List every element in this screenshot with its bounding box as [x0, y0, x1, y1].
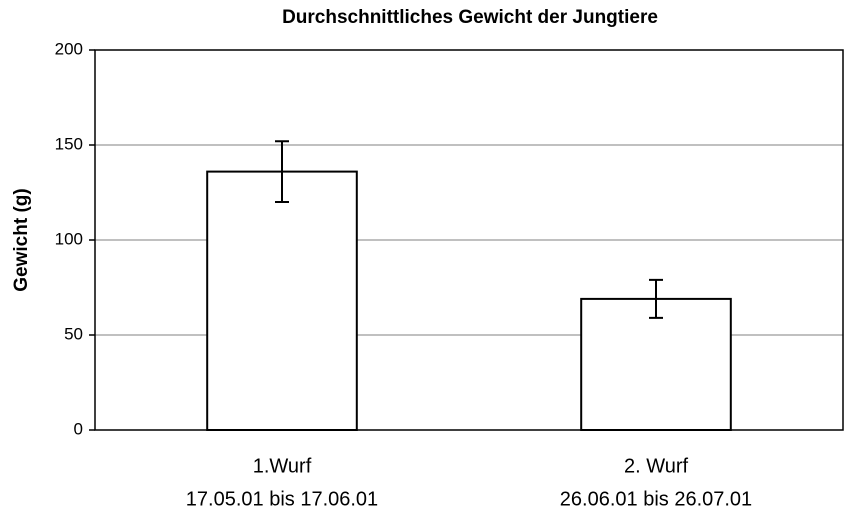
y-tick-label: 100 — [55, 229, 83, 248]
y-tick-label: 0 — [74, 419, 83, 438]
y-tick-label: 200 — [55, 39, 83, 58]
x-tick-label: 17.05.01 bis 17.06.01 — [186, 488, 378, 510]
bar — [206, 170, 358, 431]
x-tick-label: 2. Wurf — [624, 455, 689, 477]
x-tick-label: 1.Wurf — [253, 455, 312, 477]
error-bar — [275, 140, 289, 203]
plot-border — [94, 49, 844, 431]
y-tick-label: 150 — [55, 134, 83, 153]
bar — [580, 297, 732, 431]
chart-title: Durchschnittliches Gewicht der Jungtiere — [282, 7, 658, 28]
x-tick-label: 26.06.01 bis 26.07.01 — [560, 488, 752, 510]
y-axis-label: Gewicht (g) — [11, 188, 32, 291]
error-bar — [649, 278, 663, 319]
y-tick-label: 50 — [64, 324, 83, 343]
